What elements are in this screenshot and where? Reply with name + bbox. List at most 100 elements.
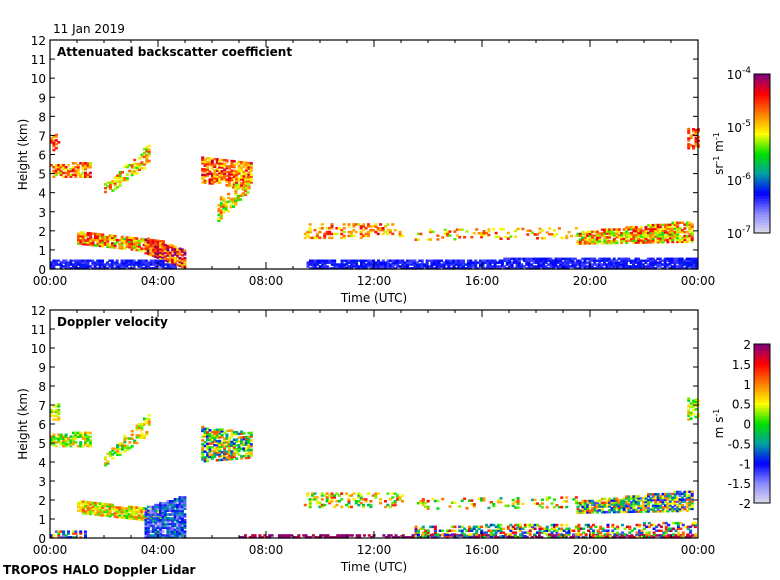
- heatmap-cell: [203, 433, 207, 436]
- heatmap-cell: [676, 533, 680, 536]
- heatmap-cell: [225, 174, 229, 177]
- heatmap-cell: [244, 452, 248, 456]
- heatmap-cell: [135, 237, 139, 240]
- heatmap-cell: [84, 167, 87, 171]
- heatmap-cell: [171, 536, 175, 539]
- heatmap-feature: [50, 530, 87, 539]
- heatmap-cell: [206, 433, 210, 436]
- heatmap-cell: [81, 504, 85, 507]
- heatmap-cell: [644, 506, 648, 509]
- heatmap-cell: [566, 259, 570, 262]
- heatmap-cell: [659, 529, 663, 532]
- heatmap-cell: [421, 535, 425, 538]
- heatmap-cell: [649, 500, 653, 504]
- heatmap-cell: [598, 263, 602, 266]
- heatmap-cell: [225, 452, 229, 455]
- heatmap-cell: [151, 526, 155, 530]
- heatmap-cell: [463, 497, 467, 500]
- heatmap-cell: [560, 535, 564, 538]
- heatmap-cell: [459, 265, 463, 268]
- heatmap-cell: [583, 501, 587, 505]
- heatmap-cell: [651, 504, 655, 507]
- heatmap-cell: [166, 250, 170, 253]
- heatmap-cell: [673, 257, 677, 261]
- heatmap-cell: [147, 267, 151, 270]
- heatmap-cell: [178, 530, 182, 533]
- heatmap-cell: [398, 261, 402, 264]
- heatmap-cell: [547, 263, 551, 266]
- heatmap-cell: [376, 227, 380, 230]
- heatmap-cell: [622, 536, 626, 539]
- heatmap-cell: [525, 257, 529, 261]
- heatmap-cell: [120, 516, 124, 519]
- heatmap-cell: [323, 259, 327, 262]
- heatmap-cell: [605, 239, 609, 243]
- heatmap-cell: [217, 213, 221, 217]
- heatmap-cell: [98, 233, 102, 236]
- heatmap-cell: [227, 182, 231, 185]
- heatmap-cell: [137, 261, 141, 264]
- heatmap-cell: [588, 501, 592, 505]
- heatmap-cell: [54, 437, 58, 440]
- heatmap-cell: [86, 444, 90, 448]
- heatmap-cell: [488, 263, 492, 266]
- heatmap-cell: [144, 526, 148, 530]
- heatmap-cell: [311, 492, 315, 495]
- heatmap-cell: [475, 533, 479, 536]
- heatmap-cell: [668, 502, 672, 505]
- heatmap-cell: [159, 522, 163, 526]
- heatmap-cell: [62, 532, 66, 535]
- heatmap-cell: [442, 263, 446, 266]
- heatmap-cell: [242, 180, 246, 183]
- heatmap-cell: [325, 492, 329, 495]
- heatmap-cell: [664, 494, 667, 498]
- heatmap-cell: [225, 456, 229, 459]
- heatmap-cell: [244, 178, 248, 181]
- heatmap-cell: [617, 230, 621, 233]
- heatmap-cell: [629, 261, 633, 264]
- heatmap-cell: [313, 265, 317, 268]
- heatmap-cell: [227, 200, 231, 203]
- heatmap-cell: [146, 534, 150, 537]
- heatmap-cell: [142, 151, 146, 155]
- heatmap-cell: [694, 398, 698, 402]
- heatmap-cell: [610, 228, 614, 231]
- heatmap-cell: [234, 193, 238, 196]
- heatmap-cell: [687, 410, 691, 414]
- heatmap-cell: [210, 182, 214, 185]
- heatmap-cell: [525, 261, 529, 264]
- heatmap-cell: [96, 505, 100, 509]
- heatmap-cell: [171, 248, 175, 251]
- heatmap-cell: [173, 528, 177, 531]
- heatmap-cell: [658, 261, 662, 264]
- heatmap-cell: [557, 527, 561, 530]
- heatmap-cell: [664, 231, 667, 234]
- heatmap-cell: [607, 265, 611, 268]
- heatmap-cell: [420, 259, 424, 262]
- heatmap-cell: [84, 263, 87, 266]
- heatmap-cell: [591, 509, 595, 512]
- heatmap-cell: [347, 259, 351, 262]
- heatmap-cell: [84, 166, 87, 169]
- heatmap-cell: [514, 527, 518, 530]
- heatmap-cell: [67, 261, 70, 264]
- heatmap-cell: [84, 162, 87, 165]
- heatmap-cell: [220, 170, 224, 173]
- heatmap-cell: [229, 200, 233, 203]
- heatmap-cell: [644, 233, 648, 236]
- heatmap-cell: [111, 246, 114, 249]
- heatmap-cell: [69, 169, 73, 173]
- heatmap-cell: [93, 267, 97, 270]
- heatmap-cell: [147, 148, 151, 151]
- heatmap-cell: [308, 223, 312, 226]
- heatmap-cell: [54, 408, 58, 412]
- heatmap-cell: [235, 444, 239, 447]
- heatmap-cell: [666, 263, 670, 266]
- heatmap-cell: [237, 444, 241, 447]
- date-label: 11 Jan 2019: [53, 22, 125, 36]
- heatmap-cell: [693, 533, 697, 536]
- heatmap-cell: [57, 166, 61, 169]
- heatmap-cell: [215, 432, 219, 435]
- heatmap-cell: [598, 236, 602, 239]
- heatmap-cell: [681, 236, 684, 240]
